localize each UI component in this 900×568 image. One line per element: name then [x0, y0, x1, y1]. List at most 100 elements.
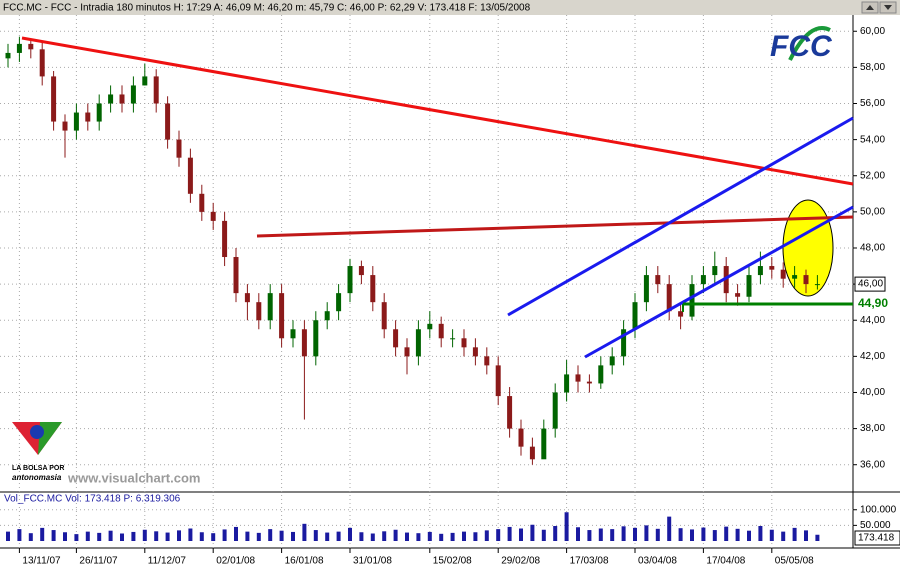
candle-body [165, 103, 171, 140]
y-tick-label: 50,00 [860, 207, 885, 218]
volume-bar [541, 529, 546, 541]
volume-bar [325, 532, 330, 541]
volume-bar [416, 533, 421, 541]
candle-body [290, 329, 296, 339]
volume-bar [370, 533, 375, 541]
chart-title: FCC.MC - FCC - Intradia 180 minutos H: 1… [3, 3, 531, 14]
channel-line [507, 116, 854, 317]
x-tick-label: 26/11/07 [79, 556, 118, 567]
volume-bar [222, 529, 227, 541]
volume-bar [496, 529, 501, 541]
volume-bar [165, 532, 170, 541]
candle-body [507, 396, 513, 429]
candle-body [598, 365, 604, 384]
volume-bar [815, 534, 820, 541]
candle-body [176, 139, 182, 158]
x-tick-label: 16/01/08 [285, 556, 324, 567]
volume-bar [6, 531, 10, 541]
volume-bar [758, 526, 763, 541]
volume-bar [712, 530, 717, 541]
candle-body [552, 392, 558, 429]
candle-body [427, 323, 433, 330]
candle-body [347, 266, 353, 294]
last-volume-box [854, 530, 900, 546]
candle-body [244, 293, 250, 303]
candle-body [16, 43, 22, 53]
volume-bar [211, 533, 216, 541]
brand-logo [38, 422, 62, 455]
y-tick-label: 48,00 [860, 243, 885, 254]
volume-bar [507, 526, 512, 541]
candle-body [735, 293, 741, 297]
candle-body [575, 374, 581, 382]
y-tick-label: 50.000 [860, 520, 891, 531]
candle-body [119, 94, 125, 104]
candle-body [108, 94, 114, 104]
candle-body [62, 121, 68, 131]
candle-body [541, 428, 547, 460]
candle-body [746, 275, 752, 297]
candle-body [678, 311, 684, 317]
candle-body [621, 329, 627, 357]
y-tick-label: 60,00 [860, 26, 885, 37]
candle-body [267, 293, 273, 321]
volume-bar [667, 516, 672, 541]
volume-bar [108, 530, 113, 541]
candle-body [814, 284, 820, 286]
y-tick-label: 58,00 [860, 62, 885, 73]
volume-bar [177, 530, 181, 541]
volume-bar [63, 532, 67, 541]
volume-bar [245, 531, 250, 541]
candle-body [404, 347, 410, 357]
candle-body [780, 269, 786, 279]
candle-body [336, 293, 342, 312]
volume-bar [256, 532, 261, 541]
volume-bar [268, 529, 273, 541]
volume-bar [484, 530, 489, 541]
brand-logo [30, 425, 44, 439]
candle-body [586, 381, 592, 384]
volume-bar [769, 529, 774, 541]
volume-bar [199, 532, 204, 541]
volume-bar [587, 530, 592, 541]
volume-bar [154, 531, 159, 541]
channel-line [584, 205, 854, 359]
trendline [256, 215, 854, 238]
candles [5, 36, 820, 541]
volume-bar [519, 528, 523, 541]
y-tick-label: 100.000 [860, 504, 897, 515]
header-bar [0, 0, 900, 15]
candle-body [279, 293, 285, 339]
volume-bar [553, 526, 558, 541]
volume-bar [576, 527, 580, 541]
volume-bar [17, 529, 22, 541]
watermark: www.visualchart.com [67, 470, 200, 485]
volume-bar [598, 528, 603, 541]
candle-body [415, 329, 421, 357]
candle-body [187, 157, 193, 194]
candle-body [712, 266, 718, 276]
volume-bar [701, 527, 706, 541]
last-price-box [854, 276, 886, 292]
last-volume-label: 173.418 [858, 533, 895, 544]
candle-body [358, 266, 364, 276]
volume-bar [530, 524, 535, 541]
volume-bar [348, 527, 352, 541]
volume-bar [382, 531, 387, 541]
volume-bar [644, 525, 649, 541]
y-tick-label: 52,00 [860, 170, 885, 181]
candle-body [381, 302, 387, 330]
candle-body [803, 275, 809, 285]
candle-body [210, 211, 216, 221]
volume-bar [336, 531, 341, 541]
candle-body [495, 365, 501, 397]
x-tick-label: 05/05/08 [775, 556, 814, 567]
candle-body [370, 275, 376, 303]
volume-bar [427, 531, 432, 541]
candle-body [85, 112, 91, 122]
volume-bar [279, 530, 284, 541]
x-tick-label: 29/02/08 [501, 556, 540, 567]
candle-body [96, 103, 102, 122]
logo: FCC [770, 30, 833, 63]
